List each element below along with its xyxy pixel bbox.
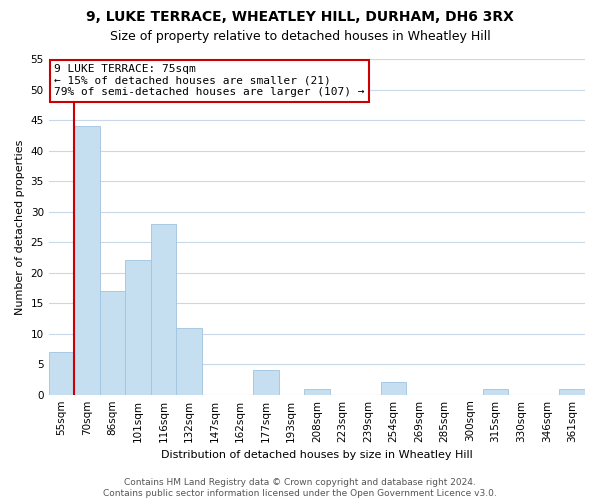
Text: 9 LUKE TERRACE: 75sqm
← 15% of detached houses are smaller (21)
79% of semi-deta: 9 LUKE TERRACE: 75sqm ← 15% of detached … xyxy=(54,64,365,97)
Text: Contains HM Land Registry data © Crown copyright and database right 2024.
Contai: Contains HM Land Registry data © Crown c… xyxy=(103,478,497,498)
Text: Size of property relative to detached houses in Wheatley Hill: Size of property relative to detached ho… xyxy=(110,30,490,43)
Bar xyxy=(559,388,585,394)
Bar xyxy=(125,260,151,394)
Bar xyxy=(49,352,74,395)
Bar xyxy=(253,370,278,394)
Bar xyxy=(483,388,508,394)
Text: 9, LUKE TERRACE, WHEATLEY HILL, DURHAM, DH6 3RX: 9, LUKE TERRACE, WHEATLEY HILL, DURHAM, … xyxy=(86,10,514,24)
Bar xyxy=(380,382,406,394)
Bar xyxy=(304,388,329,394)
Bar xyxy=(100,291,125,395)
Y-axis label: Number of detached properties: Number of detached properties xyxy=(15,139,25,314)
Bar xyxy=(74,126,100,394)
Bar xyxy=(151,224,176,394)
X-axis label: Distribution of detached houses by size in Wheatley Hill: Distribution of detached houses by size … xyxy=(161,450,473,460)
Bar xyxy=(176,328,202,394)
